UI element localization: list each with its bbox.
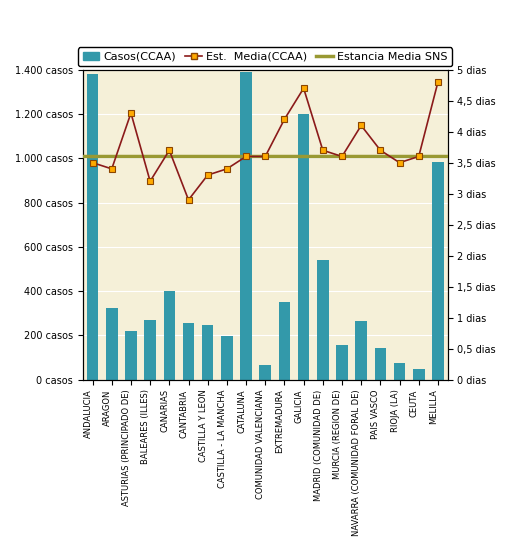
Bar [413, 369, 425, 380]
Bar [260, 365, 271, 380]
Bar [375, 348, 386, 380]
Bar [202, 326, 214, 380]
Bar [336, 345, 348, 380]
Bar [183, 323, 194, 380]
Bar [145, 320, 156, 380]
Bar [394, 363, 405, 380]
Bar [221, 337, 233, 380]
Bar [106, 307, 118, 380]
Bar [164, 291, 175, 380]
Bar [432, 161, 444, 380]
Legend: Casos(CCAA), Est.  Media(CCAA), Estancia Media SNS: Casos(CCAA), Est. Media(CCAA), Estancia … [78, 47, 452, 66]
Bar [278, 302, 290, 380]
Bar [298, 114, 309, 380]
Bar [317, 260, 329, 380]
Bar [125, 331, 137, 380]
Bar [240, 72, 252, 380]
Bar [87, 74, 98, 380]
Bar [356, 321, 367, 380]
